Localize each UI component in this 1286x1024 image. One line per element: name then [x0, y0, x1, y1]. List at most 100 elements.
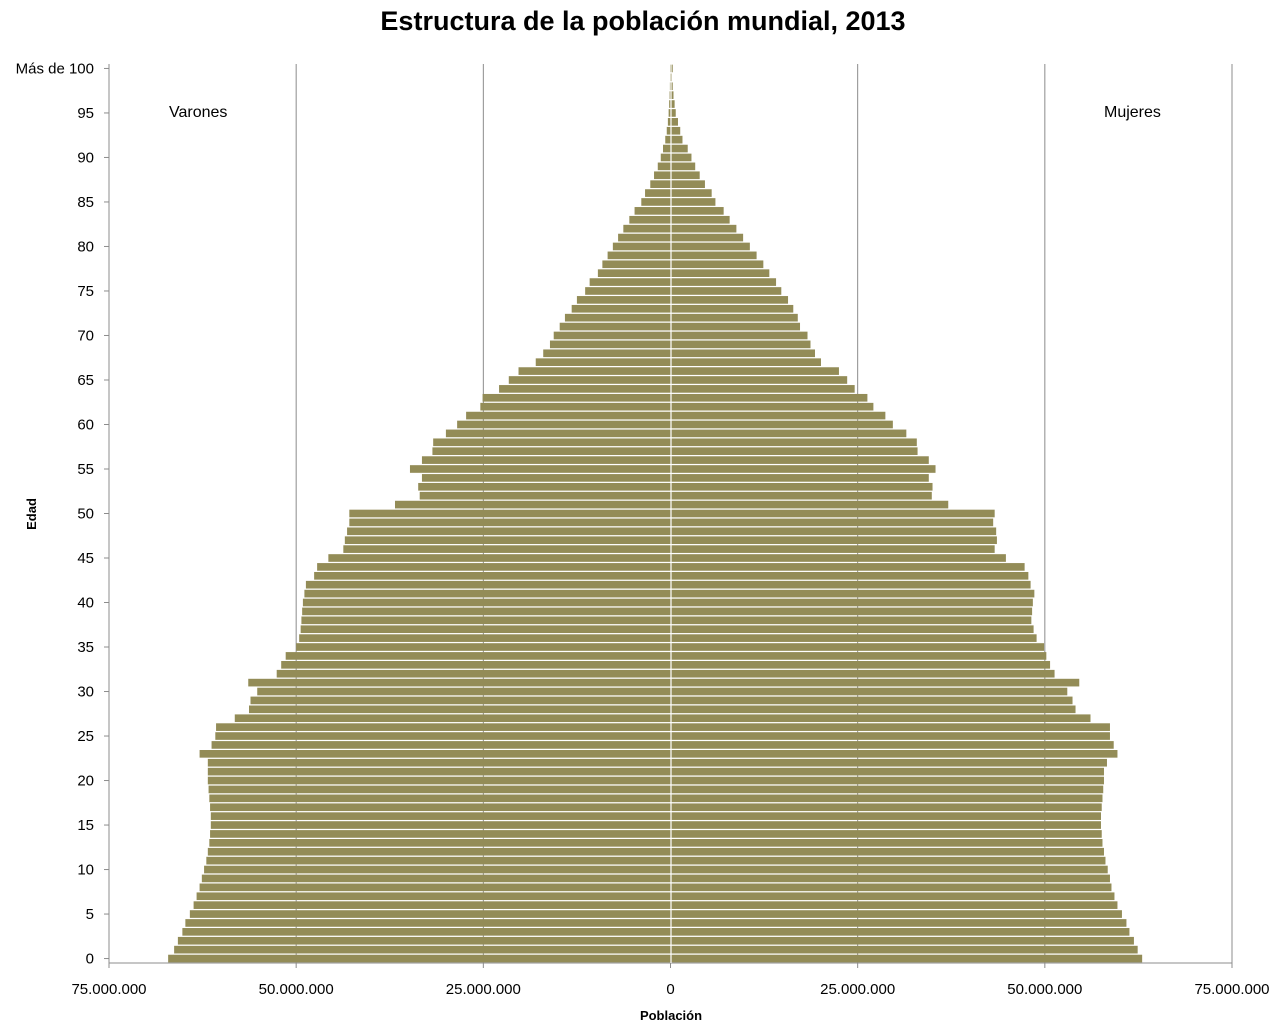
bar-mujeres-age-9 — [670, 874, 1110, 883]
bar-varones-age-49 — [349, 518, 671, 527]
bar-varones-age-17 — [210, 803, 671, 812]
bar-mujeres-age-15 — [670, 821, 1101, 829]
bar-varones-age-37 — [300, 625, 671, 634]
x-tick-label: 25.000.000 — [446, 981, 521, 998]
bar-mujeres-age-62 — [670, 402, 874, 411]
bar-mujeres-age-11 — [670, 856, 1106, 865]
bar-varones-age-9 — [201, 874, 671, 883]
bar-varones-age-1 — [174, 945, 671, 954]
label-mujeres: Mujeres — [1104, 104, 1161, 121]
bar-mujeres-age-33 — [670, 660, 1051, 669]
bar-mujeres-age-46 — [670, 545, 995, 553]
bar-mujeres-age-24 — [670, 741, 1114, 749]
bars — [168, 64, 1143, 963]
x-tick-label: 50.000.000 — [1007, 981, 1082, 998]
bar-mujeres-age-43 — [670, 571, 1029, 580]
bar-varones-age-4 — [185, 919, 671, 927]
bar-mujeres-age-67 — [670, 358, 821, 367]
bar-varones-age-64 — [499, 385, 671, 393]
bar-mujeres-age-82 — [670, 224, 737, 233]
bar-varones-age-96 — [669, 100, 671, 108]
y-tick-label: 65 — [77, 372, 94, 389]
bar-varones-age-80 — [612, 242, 671, 251]
bar-mujeres-age-21 — [670, 767, 1104, 776]
bar-mujeres-age-68 — [670, 349, 815, 358]
bar-mujeres-age-35 — [670, 643, 1045, 651]
x-tick-label: 25.000.000 — [820, 981, 895, 998]
bar-mujeres-age-61 — [670, 411, 886, 420]
bar-varones-age-32 — [276, 669, 671, 678]
bar-mujeres-age-83 — [670, 215, 730, 224]
bar-mujeres-age-95 — [670, 109, 676, 117]
bar-varones-age-30 — [257, 687, 671, 696]
bar-mujeres-age-44 — [670, 563, 1025, 571]
bar-mujeres-age-78 — [670, 260, 764, 269]
bar-varones-age-55 — [409, 465, 671, 473]
bar-varones-age-3 — [182, 928, 671, 936]
bar-mujeres-age-66 — [670, 367, 839, 375]
y-tick-label: 20 — [77, 773, 94, 790]
bar-varones-age-0 — [168, 954, 671, 963]
y-tick-label: 45 — [77, 550, 94, 567]
bar-varones-age-74 — [576, 296, 671, 304]
bar-mujeres-age-2 — [670, 936, 1134, 945]
y-tick-label: 90 — [77, 149, 94, 166]
bar-varones-age-90 — [660, 153, 671, 162]
bar-varones-age-36 — [299, 634, 671, 642]
bar-varones-age-51 — [394, 500, 671, 509]
bar-varones-age-16 — [210, 812, 671, 820]
bar-mujeres-age-23 — [670, 749, 1118, 758]
bar-mujeres-age-32 — [670, 669, 1055, 678]
x-tick-label: 50.000.000 — [259, 981, 334, 998]
y-tick-label: 60 — [77, 416, 94, 433]
bar-mujeres-age-60 — [670, 420, 893, 429]
bar-mujeres-age-97 — [670, 91, 674, 99]
bar-mujeres-age-73 — [670, 304, 794, 313]
bar-varones-age-84 — [634, 207, 671, 215]
bar-varones-age-39 — [302, 607, 671, 616]
bar-varones-age-47 — [344, 536, 671, 545]
bar-varones-age-50 — [349, 509, 671, 518]
bar-varones-age-10 — [204, 865, 671, 874]
bar-varones-age-28 — [249, 705, 671, 714]
bar-varones-age-77 — [597, 269, 671, 278]
y-tick-label: 75 — [77, 283, 94, 300]
bar-mujeres-age-92 — [670, 135, 683, 144]
bar-varones-age-87 — [650, 180, 671, 188]
bar-mujeres-age-25 — [670, 732, 1110, 740]
bar-varones-age-68 — [543, 349, 671, 358]
bar-mujeres-age-86 — [670, 189, 712, 197]
bar-varones-age-94 — [667, 118, 671, 126]
bar-varones-age-23 — [199, 749, 671, 758]
bar-varones-age-42 — [305, 580, 671, 589]
bar-varones-age-91 — [663, 144, 671, 153]
bar-mujeres-age-10 — [670, 865, 1108, 874]
bar-varones-age-24 — [211, 741, 671, 749]
y-tick-label: 5 — [86, 906, 94, 923]
bar-mujeres-age-75 — [670, 287, 782, 295]
bar-mujeres-age-56 — [670, 456, 929, 464]
bar-mujeres-age-70 — [670, 331, 808, 340]
bar-mujeres-age-64 — [670, 385, 855, 393]
bar-mujeres-age-6 — [670, 901, 1118, 909]
chart-title: Estructura de la población mundial, 2013 — [380, 6, 906, 36]
bar-mujeres-age-22 — [670, 758, 1107, 767]
bar-varones-age-63 — [482, 393, 671, 402]
bar-varones-age-15 — [210, 821, 671, 829]
bar-mujeres-age-96 — [670, 100, 675, 108]
bar-mujeres-age-36 — [670, 634, 1037, 642]
bar-mujeres-age-79 — [670, 251, 757, 260]
bar-varones-age-53 — [418, 482, 671, 491]
bar-varones-age-18 — [209, 794, 671, 803]
bar-mujeres-age-45 — [670, 554, 1006, 562]
y-tick-label: 40 — [77, 595, 94, 612]
bar-mujeres-age-57 — [670, 447, 918, 456]
bar-mujeres-age-55 — [670, 465, 936, 473]
bar-mujeres-age-80 — [670, 242, 750, 251]
bar-mujeres-age-100 — [670, 64, 673, 73]
bar-mujeres-age-77 — [670, 269, 770, 278]
bar-mujeres-age-51 — [670, 500, 949, 509]
y-tick-label: 35 — [77, 639, 94, 656]
bar-varones-age-20 — [207, 776, 671, 785]
x-tick-label: 0 — [666, 981, 674, 998]
